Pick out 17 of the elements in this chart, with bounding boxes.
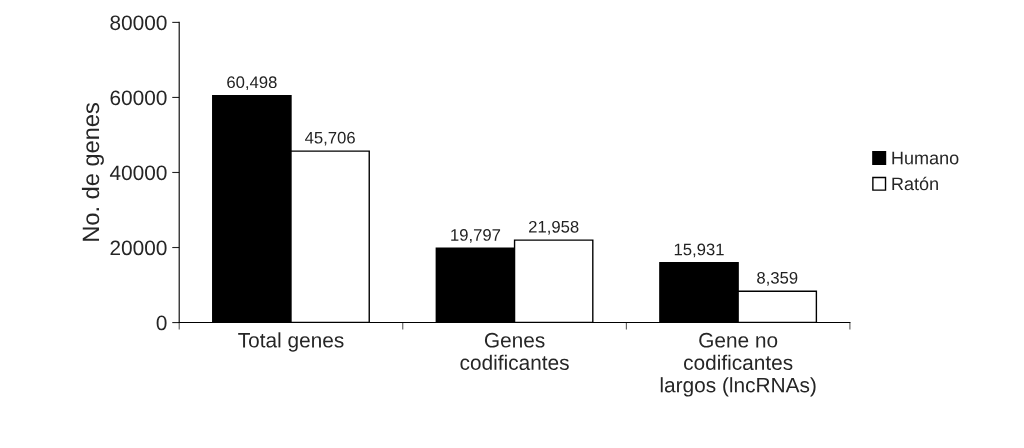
legend-label: Humano bbox=[892, 151, 959, 165]
x-tick-label: Total genes bbox=[238, 332, 344, 352]
x-tick-label: Genes codificantes bbox=[460, 332, 569, 371]
data-label: 60,498 bbox=[227, 76, 277, 91]
y-tick-label: 20000 bbox=[110, 240, 167, 256]
y-axis-title: No. de genes bbox=[81, 103, 104, 241]
y-tick-label: 80000 bbox=[110, 15, 167, 31]
y-tick-label: 60000 bbox=[110, 90, 167, 106]
data-label: 15,931 bbox=[674, 243, 724, 258]
y-tick-label: 40000 bbox=[109, 165, 167, 181]
data-label: 45,706 bbox=[305, 131, 355, 146]
legend-label: Ratón bbox=[892, 176, 938, 191]
data-label: 21,958 bbox=[529, 220, 579, 235]
x-tick-label: Gene no codificantes largos (lncRNAs) bbox=[660, 332, 816, 397]
data-label: 19,797 bbox=[451, 229, 501, 243]
data-label: 8,359 bbox=[757, 271, 798, 286]
y-tick-label: 0 bbox=[156, 315, 167, 331]
